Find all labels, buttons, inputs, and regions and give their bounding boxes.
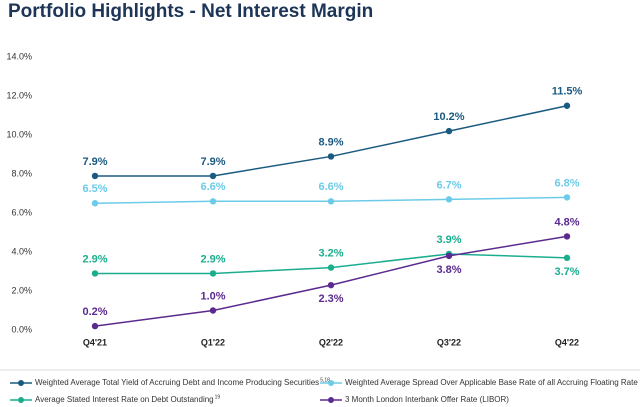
point [327, 153, 335, 160]
y-tick-label: 8.0% [11, 168, 32, 178]
legend-footnote: 19 [215, 394, 221, 400]
x-tick-label: Q4'22 [555, 337, 579, 347]
data-label: 3.7% [554, 266, 579, 278]
x-tick-label: Q4'21 [83, 337, 107, 347]
data-label: 0.2% [82, 306, 107, 318]
point [327, 198, 335, 205]
data-label: 1.0% [200, 290, 225, 302]
data-label: 3.9% [436, 234, 461, 246]
data-label: 2.9% [200, 253, 225, 265]
point [563, 254, 571, 262]
point [327, 264, 335, 271]
point [209, 172, 217, 180]
chart-title: Portfolio Highlights - Net Interest Marg… [8, 1, 373, 22]
data-label: 6.6% [200, 181, 225, 193]
point [445, 196, 453, 203]
point [563, 194, 571, 201]
data-label: 6.6% [318, 181, 343, 193]
data-label: 3.2% [318, 248, 343, 260]
legend-swatch [328, 397, 334, 403]
point [209, 307, 217, 314]
y-tick-label: 4.0% [11, 246, 32, 256]
y-tick-label: 2.0% [11, 285, 32, 295]
point [209, 198, 217, 205]
point [91, 200, 99, 207]
data-label: 7.9% [200, 156, 225, 168]
y-tick-label: 12.0% [6, 90, 32, 100]
point [445, 252, 453, 260]
legend-swatch [18, 397, 24, 403]
data-label: 7.9% [82, 156, 107, 168]
legend-swatch [18, 380, 24, 386]
legend-label: 3 Month London Interbank Offer Rate (LIB… [345, 395, 509, 404]
legend-swatch [328, 380, 334, 386]
data-label: 8.9% [318, 136, 343, 148]
y-tick-label: 0.0% [11, 324, 32, 334]
y-tick-label: 6.0% [11, 207, 32, 217]
point [563, 102, 571, 109]
legend-label: Weighted Average Total Yield of Accruing… [35, 378, 319, 387]
data-label: 6.7% [436, 179, 461, 191]
point [91, 322, 99, 330]
data-label: 6.5% [82, 183, 107, 195]
point [327, 281, 335, 289]
point [563, 233, 571, 240]
point [91, 172, 99, 180]
point [209, 270, 217, 277]
y-tick-label: 14.0% [6, 51, 32, 61]
legend-label: Weighted Average Spread Over Applicable … [345, 378, 640, 387]
point [445, 127, 453, 135]
data-label: 11.5% [552, 86, 583, 98]
y-tick-label: 10.0% [6, 129, 32, 139]
point [91, 270, 99, 277]
data-label: 10.2% [433, 111, 464, 123]
x-tick-label: Q1'22 [201, 337, 225, 347]
x-tick-label: Q3'22 [437, 337, 461, 347]
legend-label: Average Stated Interest Rate on Debt Out… [35, 395, 214, 404]
data-label: 3.8% [436, 264, 461, 276]
data-label: 6.8% [554, 177, 579, 189]
x-tick-label: Q2'22 [319, 337, 343, 347]
data-label: 2.9% [82, 253, 107, 265]
legend-footnote: 5,18 [320, 377, 330, 383]
data-label: 4.8% [554, 216, 579, 228]
data-label: 2.3% [318, 293, 343, 305]
